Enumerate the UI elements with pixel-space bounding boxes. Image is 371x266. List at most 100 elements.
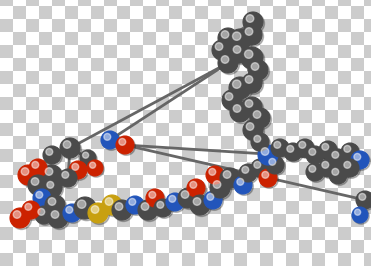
Circle shape <box>243 98 263 118</box>
Bar <box>143 214 156 227</box>
Circle shape <box>271 139 289 157</box>
Circle shape <box>319 141 337 159</box>
Circle shape <box>207 167 225 185</box>
Bar <box>26 201 39 214</box>
Circle shape <box>45 180 63 198</box>
Bar <box>260 110 273 123</box>
Bar <box>273 97 286 110</box>
Circle shape <box>88 161 104 177</box>
Bar <box>221 188 234 201</box>
Bar <box>26 188 39 201</box>
Bar <box>299 175 312 188</box>
Bar <box>169 19 182 32</box>
Bar <box>260 97 273 110</box>
Bar <box>78 214 91 227</box>
Bar <box>169 149 182 162</box>
Bar <box>117 110 130 123</box>
Bar <box>312 136 325 149</box>
Bar <box>364 58 371 71</box>
Circle shape <box>141 203 149 210</box>
Circle shape <box>223 92 243 111</box>
Bar <box>273 162 286 175</box>
Bar <box>26 19 39 32</box>
Circle shape <box>193 198 201 205</box>
Bar <box>234 240 247 253</box>
Bar <box>104 123 117 136</box>
Circle shape <box>233 46 241 53</box>
Bar <box>182 97 195 110</box>
Bar <box>26 214 39 227</box>
Bar <box>325 253 338 266</box>
Circle shape <box>88 203 108 223</box>
Circle shape <box>261 148 269 155</box>
Bar <box>273 110 286 123</box>
Bar <box>13 149 26 162</box>
Bar <box>351 32 364 45</box>
Bar <box>91 162 104 175</box>
Bar <box>130 214 143 227</box>
Bar <box>26 84 39 97</box>
Bar <box>351 201 364 214</box>
Circle shape <box>119 138 126 145</box>
Circle shape <box>221 31 229 38</box>
Bar <box>325 240 338 253</box>
Bar <box>39 227 52 240</box>
Circle shape <box>356 191 371 209</box>
Bar <box>156 58 169 71</box>
Bar <box>364 97 371 110</box>
Circle shape <box>91 206 99 213</box>
Bar <box>91 201 104 214</box>
Bar <box>247 149 260 162</box>
Circle shape <box>42 165 62 185</box>
Bar <box>338 123 351 136</box>
Circle shape <box>167 194 186 212</box>
Bar <box>234 227 247 240</box>
Bar <box>130 45 143 58</box>
Bar <box>169 214 182 227</box>
Circle shape <box>218 28 238 48</box>
Bar <box>182 162 195 175</box>
Bar <box>195 227 208 240</box>
Bar <box>169 240 182 253</box>
Circle shape <box>218 53 238 73</box>
Bar <box>39 97 52 110</box>
Bar <box>78 58 91 71</box>
Bar <box>195 19 208 32</box>
Circle shape <box>87 160 103 176</box>
Bar <box>351 149 364 162</box>
Bar <box>338 175 351 188</box>
Bar <box>169 227 182 240</box>
Circle shape <box>60 170 78 188</box>
Bar <box>78 45 91 58</box>
Circle shape <box>45 195 65 215</box>
Circle shape <box>258 145 278 165</box>
Circle shape <box>319 159 337 177</box>
Circle shape <box>190 195 210 215</box>
Bar <box>234 97 247 110</box>
Circle shape <box>223 171 231 178</box>
Bar <box>195 123 208 136</box>
Bar <box>247 240 260 253</box>
Circle shape <box>29 159 47 177</box>
Circle shape <box>115 203 123 210</box>
Bar <box>273 188 286 201</box>
Circle shape <box>284 143 302 161</box>
Bar <box>117 0 130 6</box>
Bar <box>208 6 221 19</box>
Bar <box>286 240 299 253</box>
Bar <box>130 227 143 240</box>
Bar <box>117 214 130 227</box>
Bar <box>117 6 130 19</box>
Bar <box>130 84 143 97</box>
Bar <box>78 32 91 45</box>
Bar <box>156 123 169 136</box>
Circle shape <box>76 199 98 221</box>
Bar <box>130 6 143 19</box>
Bar <box>130 175 143 188</box>
Circle shape <box>332 168 339 175</box>
Bar <box>182 32 195 45</box>
Bar <box>39 240 52 253</box>
Circle shape <box>63 141 71 148</box>
Bar <box>325 45 338 58</box>
Bar <box>286 201 299 214</box>
